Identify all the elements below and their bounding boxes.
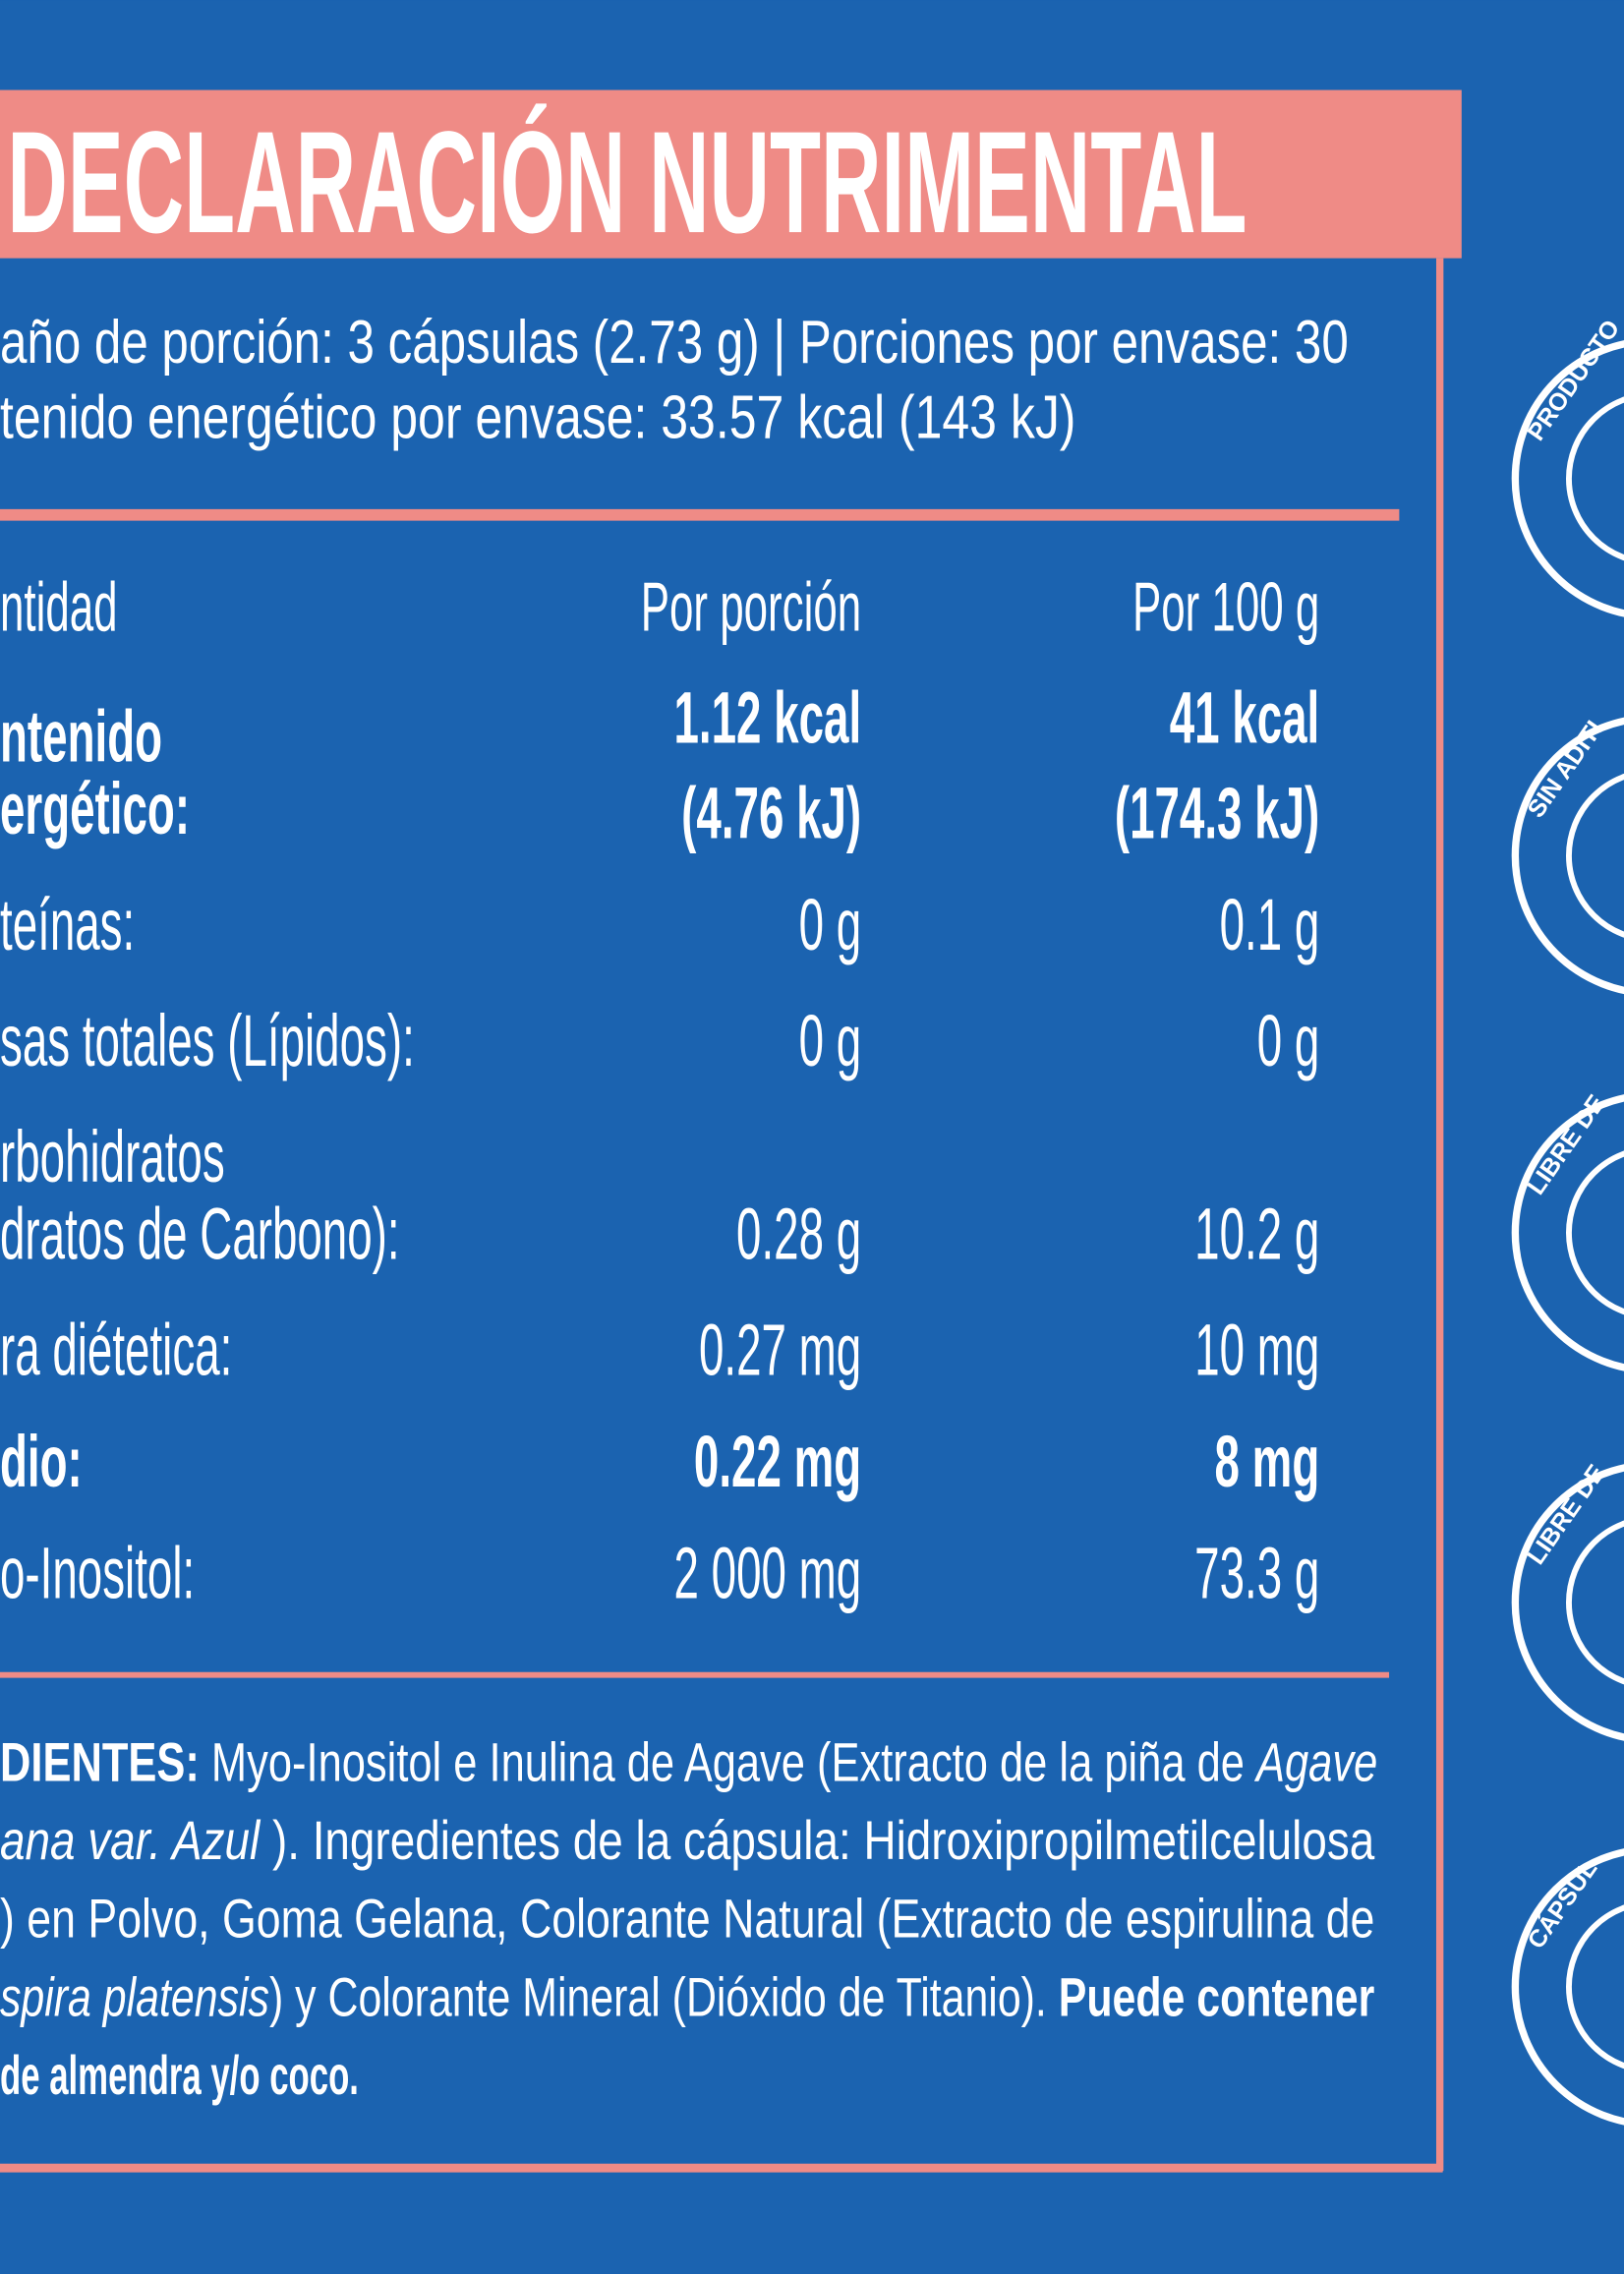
value-per-portion: 0.28 g <box>736 1194 861 1275</box>
row-label: ra diétetica: <box>0 1310 232 1391</box>
ingredients-segment: spira platensis <box>0 1965 269 2027</box>
value-per-100g: (174.3 kJ) <box>1115 774 1319 855</box>
ingredients-line: ana var. Azul ). Ingredientes de la cáps… <box>0 1809 1375 1871</box>
badge-ring <box>1511 1094 1624 1371</box>
value-per-portion: (4.76 kJ) <box>681 774 861 855</box>
badge-inner <box>1566 1150 1624 1315</box>
ingredients-segment: ana var. Azul <box>0 1809 261 1871</box>
badge-ring <box>1511 717 1624 995</box>
row-label: dratos de Carbono): <box>0 1194 400 1275</box>
badge-inner <box>1566 396 1624 561</box>
value-per-portion: 2 000 mg <box>674 1533 862 1614</box>
title-bar <box>0 89 1462 259</box>
ingredients-line: de almendra y/o coco. <box>0 2045 359 2107</box>
row-label: dio: <box>0 1422 83 1503</box>
row-label: sas totales (Lípidos): <box>0 1001 415 1082</box>
value-per-100g: 0 g <box>1257 1001 1320 1082</box>
ingredients-segment: Myo-Inositol e Inulina de Agave (Extract… <box>200 1730 1256 1792</box>
ingredients-segment: de almendra y/o coco. <box>0 2045 359 2107</box>
badge-inner <box>1566 773 1624 938</box>
value-per-100g: 0.1 g <box>1220 885 1320 966</box>
value-per-100g: 8 mg <box>1215 1422 1320 1503</box>
ingredients-segment: DIENTES: <box>0 1730 200 1792</box>
column-header: ntidad <box>0 569 118 646</box>
value-per-portion: 0 g <box>799 885 862 966</box>
ingredients-line: DIENTES: Myo-Inositol e Inulina de Agave… <box>0 1730 1377 1792</box>
row-label: o-Inositol: <box>0 1533 195 1614</box>
ingredients-segment: Puede contener <box>1059 1965 1375 2027</box>
column-header: Por porción <box>641 569 861 646</box>
serving-info: año de porción: 3 cápsulas (2.73 g) | Po… <box>0 309 1349 377</box>
badge-inner <box>1566 1520 1624 1685</box>
row-label: teínas: <box>0 885 135 966</box>
value-per-portion: 1.12 kcal <box>673 677 861 759</box>
column-header: Por 100 g <box>1132 569 1319 646</box>
row-label: ergético: <box>0 769 190 850</box>
value-per-portion: 0.27 mg <box>699 1310 861 1391</box>
badge-ring <box>1511 340 1624 617</box>
value-per-100g: 10.2 g <box>1194 1194 1319 1275</box>
badge-ring <box>1511 1464 1624 1741</box>
ingredients-segment: Agave <box>1254 1730 1378 1792</box>
value-per-portion: 0.22 mg <box>694 1422 861 1503</box>
title: DECLARACIÓN NUTRIMENTAL <box>7 101 1247 263</box>
ingredients-line: ) en Polvo, Goma Gelana, Colorante Natur… <box>0 1888 1374 1950</box>
ingredients-segment: ) y Colorante Mineral (Dióxido de Titani… <box>269 1965 1059 2027</box>
value-per-100g: 10 mg <box>1194 1310 1319 1391</box>
value-per-portion: 0 g <box>799 1001 862 1082</box>
badge-ring <box>1511 1848 1624 2126</box>
row-label: ntenido <box>0 696 162 778</box>
badge-inner <box>1566 1904 1624 2070</box>
row-label: rbohidratos <box>0 1117 225 1198</box>
ingredients-segment: ) en Polvo, Goma Gelana, Colorante Natur… <box>0 1888 1374 1950</box>
value-per-100g: 73.3 g <box>1194 1533 1319 1614</box>
value-per-100g: 41 kcal <box>1170 677 1320 759</box>
serving-info: tenido energético por envase: 33.57 kcal… <box>0 384 1075 452</box>
ingredients-line: spira platensis) y Colorante Mineral (Di… <box>0 1965 1374 2027</box>
ingredients-segment: ). Ingredientes de la cápsula: Hidroxipr… <box>260 1809 1375 1871</box>
